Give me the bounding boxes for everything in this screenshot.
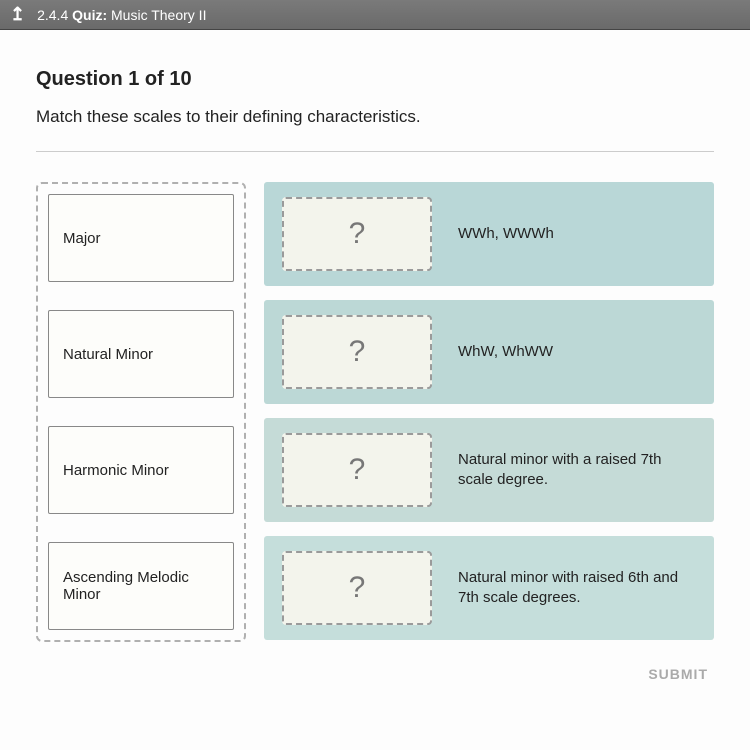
target-row: ? WWh, WWWh xyxy=(264,182,714,286)
matching-area: Major Natural Minor Harmonic Minor Ascen… xyxy=(36,182,714,642)
draggable-label: Natural Minor xyxy=(63,346,153,363)
divider xyxy=(36,151,714,152)
drop-slot[interactable]: ? xyxy=(282,197,432,271)
back-icon[interactable]: ↥ xyxy=(10,4,25,25)
question-mark-icon: ? xyxy=(349,571,366,605)
answer-text: Natural minor with a raised 7th scale de… xyxy=(458,450,696,491)
draggable-major[interactable]: Major xyxy=(48,194,234,282)
breadcrumb: 2.4.4 Quiz: Music Theory II xyxy=(37,7,206,23)
answer-text: WWh, WWWh xyxy=(458,224,696,244)
submit-area: SUBMIT xyxy=(36,666,714,684)
question-mark-icon: ? xyxy=(349,217,366,251)
question-mark-icon: ? xyxy=(349,335,366,369)
drop-slot[interactable]: ? xyxy=(282,551,432,625)
draggable-label: Ascending Melodic Minor xyxy=(63,569,219,603)
target-row: ? WhW, WhWW xyxy=(264,300,714,404)
draggable-label: Harmonic Minor xyxy=(63,462,169,479)
target-row: ? Natural minor with raised 6th and 7th … xyxy=(264,536,714,640)
quiz-page: Question 1 of 10 Match these scales to t… xyxy=(0,30,750,750)
answer-text: WhW, WhWW xyxy=(458,342,696,362)
target-row: ? Natural minor with a raised 7th scale … xyxy=(264,418,714,522)
draggable-natural-minor[interactable]: Natural Minor xyxy=(48,310,234,398)
question-prompt: Match these scales to their defining cha… xyxy=(36,107,714,127)
draggable-bank: Major Natural Minor Harmonic Minor Ascen… xyxy=(36,182,246,642)
draggable-harmonic-minor[interactable]: Harmonic Minor xyxy=(48,426,234,514)
drop-slot[interactable]: ? xyxy=(282,433,432,507)
draggable-ascending-melodic-minor[interactable]: Ascending Melodic Minor xyxy=(48,542,234,630)
quiz-top-bar: ↥ 2.4.4 Quiz: Music Theory II xyxy=(0,0,750,30)
drop-targets: ? WWh, WWWh ? WhW, WhWW ? Natural minor … xyxy=(264,182,714,642)
drop-slot[interactable]: ? xyxy=(282,315,432,389)
question-mark-icon: ? xyxy=(349,453,366,487)
quiz-title: Music Theory II xyxy=(111,7,206,23)
answer-text: Natural minor with raised 6th and 7th sc… xyxy=(458,568,696,609)
draggable-label: Major xyxy=(63,230,101,247)
section-number: 2.4.4 xyxy=(37,7,68,23)
submit-button[interactable]: SUBMIT xyxy=(648,666,708,682)
quiz-label: Quiz: xyxy=(72,7,107,23)
question-counter: Question 1 of 10 xyxy=(36,68,714,91)
